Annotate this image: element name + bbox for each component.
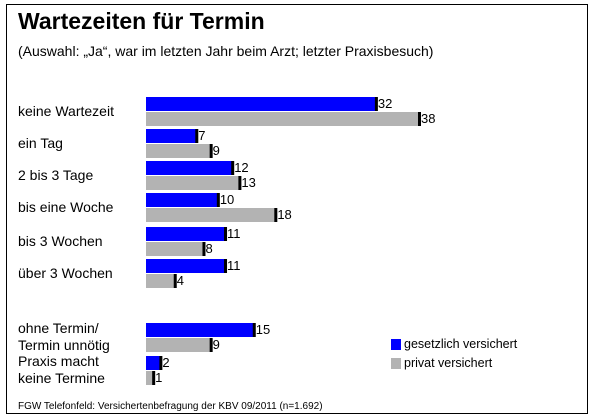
bar-end-cap (152, 371, 156, 385)
bar-privat (146, 338, 211, 352)
category-label: ein Tag (18, 135, 63, 151)
legend-label-privat: privat versichert (404, 356, 493, 370)
chart-frame (6, 4, 588, 414)
data-label: 15 (256, 322, 270, 337)
bar-gesetzlich (146, 161, 233, 175)
bar-end-cap (252, 323, 256, 337)
bar-privat (146, 144, 211, 158)
bar-privat (146, 242, 204, 256)
category-label: über 3 Wochen (18, 265, 113, 281)
bar-privat (146, 274, 175, 288)
bar-end-cap (418, 112, 421, 126)
category-label: bis eine Woche (18, 199, 114, 215)
data-label: 4 (177, 273, 184, 288)
data-label: 13 (241, 175, 255, 190)
data-label: 38 (421, 111, 435, 126)
bar-gesetzlich (146, 323, 254, 337)
data-label: 11 (227, 258, 241, 273)
legend-swatch-gesetzlich (391, 339, 401, 350)
bar-end-cap (173, 274, 177, 288)
bar-privat (146, 208, 276, 222)
bar-gesetzlich (146, 193, 218, 207)
bar-gesetzlich (146, 129, 197, 143)
bar-end-cap (216, 193, 220, 207)
bar-end-cap (209, 144, 213, 158)
data-label: 1 (155, 370, 162, 385)
category-label: Termin unnötig (18, 337, 110, 353)
data-label: 10 (220, 192, 234, 207)
bar-end-cap (209, 338, 213, 352)
bar-end-cap (231, 161, 235, 175)
bar-end-cap (202, 242, 206, 256)
bar-end-cap (224, 259, 228, 273)
data-label: 12 (234, 160, 248, 175)
category-label: keine Termine (18, 370, 105, 386)
bar-gesetzlich (146, 227, 226, 241)
data-label: 7 (198, 128, 205, 143)
category-label: keine Wartezeit (18, 103, 114, 119)
data-label: 8 (205, 241, 212, 256)
bar-gesetzlich (146, 259, 226, 273)
bar-privat (146, 112, 419, 126)
bar-privat (146, 371, 154, 385)
bar-end-cap (224, 227, 228, 241)
bar-end-cap (195, 129, 199, 143)
bar-end-cap (274, 208, 278, 222)
bar-end-cap (238, 176, 242, 190)
category-label: Praxis macht (18, 353, 99, 369)
data-label: 2 (162, 355, 169, 370)
category-label: ohne Termin/ (18, 320, 99, 336)
data-label: 32 (378, 96, 392, 111)
data-label: 9 (213, 337, 220, 352)
chart-title: Wartezeiten für Termin (18, 8, 265, 34)
source-note: FGW Telefonfeld: Versichertenbefragung d… (18, 401, 323, 412)
category-label: bis 3 Wochen (18, 233, 103, 249)
bar-end-cap (374, 97, 378, 111)
chart-subtitle: (Auswahl: „Ja“, war im letzten Jahr beim… (18, 43, 434, 59)
bar-gesetzlich (146, 356, 161, 370)
category-label: 2 bis 3 Tage (18, 167, 93, 183)
data-label: 18 (277, 207, 291, 222)
data-label: 9 (213, 143, 220, 158)
data-label: 11 (227, 226, 241, 241)
bar-privat (146, 176, 240, 190)
legend-swatch-privat (391, 358, 401, 369)
bar-gesetzlich (146, 97, 376, 111)
bar-end-cap (159, 356, 163, 370)
legend-label-gesetzlich: gesetzlich versichert (404, 337, 518, 351)
